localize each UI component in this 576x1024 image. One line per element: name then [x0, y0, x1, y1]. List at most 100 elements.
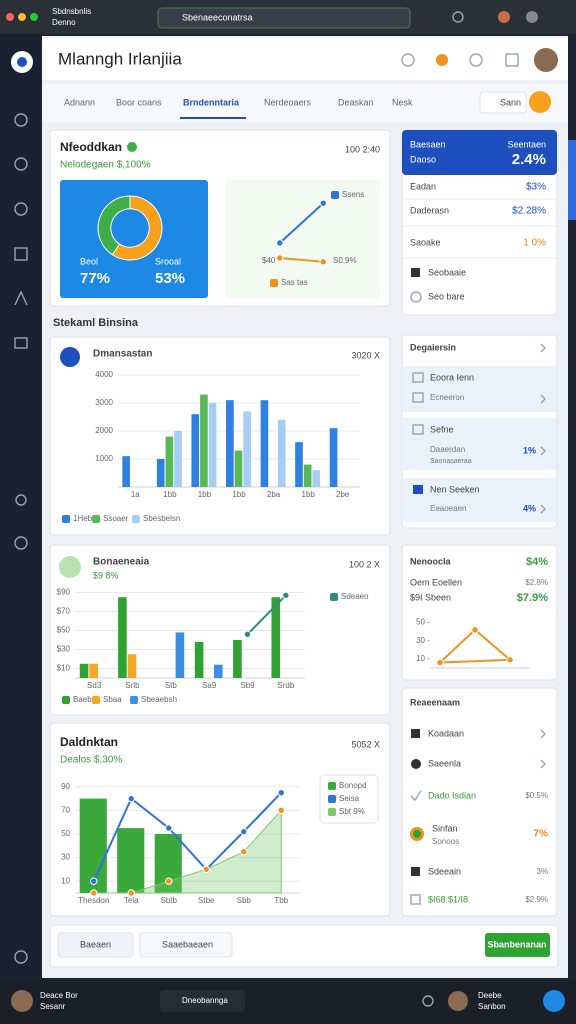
legend-label[interactable]: Sbesbelsn: [143, 514, 180, 523]
nav-icon[interactable]: [14, 536, 28, 550]
list-item[interactable]: [402, 418, 557, 470]
maximize-button[interactable]: [30, 13, 38, 21]
footer-button[interactable]: [57, 932, 134, 958]
sidebar: [0, 34, 40, 980]
row-icon: [411, 759, 421, 769]
list-item[interactable]: [402, 366, 557, 412]
legend-label[interactable]: Seisa: [339, 794, 360, 803]
bar: [118, 597, 127, 678]
tab[interactable]: Nesk: [392, 97, 413, 107]
profile-icon[interactable]: [498, 11, 510, 23]
search-text[interactable]: Dneobannga: [182, 996, 228, 1005]
point: [276, 239, 284, 247]
activity-label[interactable]: Koadaan: [428, 728, 464, 738]
x-tick-label: Sbb: [237, 896, 252, 905]
point: [506, 656, 514, 664]
y-tick-label: 90: [61, 782, 70, 791]
activity-label[interactable]: Sdeeain: [428, 866, 461, 876]
legend-label[interactable]: Sbeaebsh: [141, 695, 177, 704]
nav-icon[interactable]: [15, 494, 27, 506]
header-icon[interactable]: [401, 53, 415, 67]
tab-button-label[interactable]: Sann: [500, 97, 521, 107]
footer-button-label[interactable]: Baeaen: [80, 939, 111, 949]
metric-label: Seentaen: [507, 139, 546, 149]
nav-icon[interactable]: [14, 950, 28, 964]
footer-button[interactable]: [139, 932, 233, 958]
activity-icons: [410, 729, 424, 905]
bar: [243, 411, 251, 487]
task-icon[interactable]: [422, 995, 434, 1007]
bar: [175, 632, 185, 678]
item-subtitle: Ecneeron: [430, 393, 464, 402]
list-item[interactable]: [402, 478, 557, 522]
item-title[interactable]: Sefne: [430, 424, 454, 434]
y-tick-label: 10: [61, 876, 70, 885]
summary-heading: Baesaen: [410, 139, 446, 149]
action-badge[interactable]: [529, 91, 551, 113]
assistant-button[interactable]: [543, 990, 565, 1012]
activity-label[interactable]: $I68 $1/I8: [428, 894, 468, 904]
legend-label[interactable]: Sbt 9%: [339, 807, 365, 816]
nav-icon[interactable]: [14, 337, 28, 349]
tab[interactable]: Boor coans: [116, 97, 162, 107]
primary-button[interactable]: [485, 933, 550, 957]
nav-icon[interactable]: [14, 247, 28, 261]
activity-label[interactable]: Saeenla: [428, 758, 461, 768]
legend-label[interactable]: Bonopd: [339, 781, 367, 790]
point: [165, 877, 173, 885]
bar: [79, 663, 89, 678]
x-tick-label: Stb: [165, 681, 178, 690]
header-icon[interactable]: [505, 53, 519, 67]
search-box[interactable]: [160, 990, 245, 1012]
point: [202, 865, 210, 874]
legend-label[interactable]: Ssoaer: [103, 514, 129, 523]
tab[interactable]: Deaskan: [338, 97, 374, 107]
nav-icon[interactable]: [14, 113, 28, 127]
header-icon[interactable]: [469, 53, 483, 67]
chevrons[interactable]: [540, 729, 546, 769]
nav-icon[interactable]: [14, 290, 28, 306]
bar: [174, 431, 182, 487]
item-subtitle: Eeaoeaen: [430, 504, 466, 513]
legend-label[interactable]: Sas tas: [281, 278, 308, 287]
close-button[interactable]: [6, 13, 14, 21]
item-title[interactable]: Eoora Ienn: [430, 372, 474, 382]
url[interactable]: Sbenaeeconatrsa: [182, 12, 253, 22]
tab-button[interactable]: [479, 91, 527, 114]
legend-label[interactable]: Ssens: [342, 190, 364, 199]
item-value: 1%: [523, 445, 536, 455]
tab[interactable]: Brndenntaria: [183, 97, 240, 107]
card-subtitle: $9 8%: [93, 570, 119, 580]
legend-label[interactable]: Baeboa: [73, 695, 101, 704]
link[interactable]: Seo bare: [428, 291, 465, 301]
primary-button-label[interactable]: Sbanbenanan: [487, 939, 546, 949]
x-tick-label: 2ba: [267, 490, 281, 499]
avatar[interactable]: [534, 48, 558, 72]
donut-label: Srooal: [155, 256, 181, 266]
minimize-button[interactable]: [18, 13, 26, 21]
chevrons[interactable]: [540, 343, 546, 514]
activity-label[interactable]: Sinfan: [432, 823, 458, 833]
tab[interactable]: Nerdeoaers: [264, 97, 312, 107]
tab[interactable]: Adnann: [64, 97, 95, 107]
url-bar[interactable]: [157, 7, 411, 29]
row-icon: [410, 790, 422, 802]
menu-icon[interactable]: [526, 11, 538, 23]
footer-button-label[interactable]: Saaebaeaen: [162, 939, 213, 949]
browser-icon[interactable]: [452, 11, 464, 23]
legend-label[interactable]: Sbaa: [103, 695, 122, 704]
donut-label: Beol: [80, 256, 98, 266]
tab-title[interactable]: Sbdnsbnlis: [52, 7, 91, 16]
item-title[interactable]: Nen Seeken: [430, 484, 480, 494]
legend-label[interactable]: 1Heb: [73, 514, 93, 523]
link[interactable]: Seobaaie: [428, 267, 466, 277]
stat-label: Oem Eoellen: [410, 577, 462, 587]
legend-label[interactable]: Sdeaen: [341, 592, 369, 601]
header-icon[interactable]: [436, 54, 448, 66]
row-label: Saoake: [410, 237, 441, 247]
nav-icon[interactable]: [14, 202, 28, 216]
nav-icon[interactable]: [14, 157, 28, 171]
activity-label[interactable]: Dado Isdian: [428, 790, 476, 800]
user-avatar[interactable]: [11, 990, 33, 1012]
user-avatar[interactable]: [448, 991, 468, 1011]
